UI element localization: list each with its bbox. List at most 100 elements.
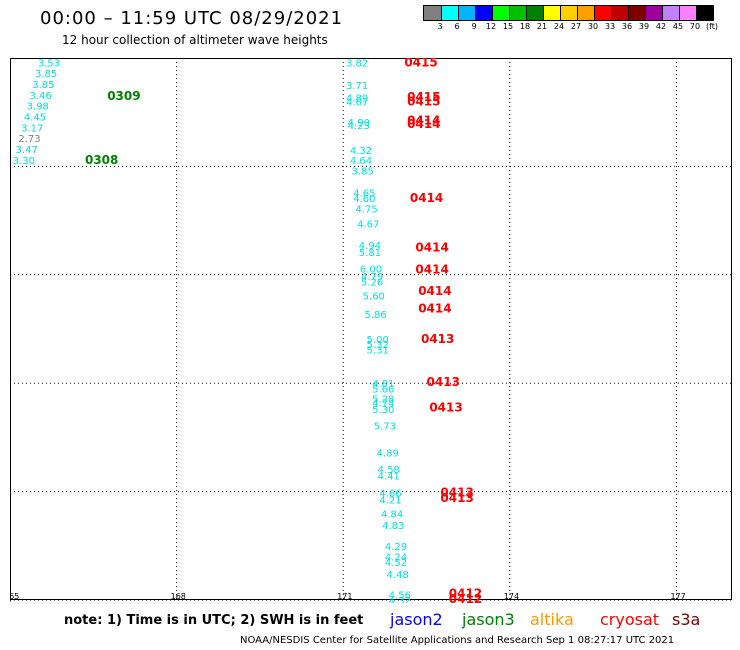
map-frame — [10, 58, 732, 600]
legend-label: 36 — [621, 22, 633, 31]
page-subtitle: 12 hour collection of altimeter wave hei… — [62, 33, 328, 47]
wave-height-value: 4.32 — [389, 596, 411, 603]
legend-label: 9 — [471, 22, 477, 31]
wave-height-value: 4.65 — [353, 188, 375, 199]
x-tick-label: 174 — [504, 592, 519, 601]
wave-height-value: 5.60 — [363, 291, 385, 302]
wave-height-value: 5.86 — [364, 310, 386, 321]
wave-height-value: 5.81 — [359, 248, 381, 259]
wave-height-value: 6.00 — [360, 264, 382, 275]
pass-time-label: 0415 — [407, 94, 440, 108]
legend-satellite-s3a: s3a — [672, 610, 701, 629]
wave-height-value: 4.74 — [372, 399, 394, 410]
legend-swatch — [475, 6, 492, 20]
pass-time-label: 0412 — [449, 586, 482, 600]
legend-satellite-altika: altika — [530, 610, 574, 629]
wave-height-value: 4.24 — [385, 553, 407, 564]
wave-height-value: 4.58 — [378, 465, 400, 476]
legend-label: 3 — [437, 22, 443, 31]
legend-swatch — [543, 6, 560, 20]
wave-height-value: 3.53 — [38, 58, 60, 69]
wave-height-value: 3.82 — [346, 58, 368, 69]
wave-height-value: 5.30 — [372, 405, 394, 416]
legend-swatch — [526, 6, 543, 20]
wave-height-value: 5.26 — [361, 277, 383, 288]
legend-label: 12 — [485, 22, 497, 31]
pass-time-label: 0414 — [407, 117, 440, 131]
y-tick-label: 30 — [10, 58, 11, 63]
pass-time-label: 0413 — [421, 332, 454, 346]
wave-height-value: 3.85 — [352, 167, 374, 178]
wave-height-value: 3.46 — [29, 91, 51, 102]
wave-height-value: 4.89 — [346, 94, 368, 105]
pass-time-label: 0414 — [418, 284, 451, 298]
wave-height-value: 4.67 — [346, 97, 368, 108]
wave-height-value: 4.41 — [378, 471, 400, 482]
legend-swatch — [577, 6, 594, 20]
pass-time-label: 0415 — [404, 58, 437, 69]
legend-satellite-jason3: jason3 — [462, 610, 515, 629]
pass-time-label: 0308 — [85, 153, 118, 167]
wave-height-value: 4.83 — [382, 521, 404, 532]
pass-time-label: 0413 — [440, 486, 473, 500]
wave-height-value: 3.85 — [32, 80, 54, 91]
y-tick-label: 22 — [10, 488, 11, 497]
wave-height-value: 4.32 — [350, 146, 372, 157]
wave-height-value: 4.67 — [357, 219, 379, 230]
wave-height-value: 4.56 — [389, 591, 411, 602]
legend-swatch — [441, 6, 458, 20]
legend-label: 27 — [570, 22, 582, 31]
pass-time-label: 0413 — [429, 401, 462, 415]
legend-swatch — [645, 6, 662, 20]
pass-time-label: 0309 — [107, 89, 140, 103]
wave-height-value: 5.66 — [372, 385, 394, 396]
legend-swatch — [611, 6, 628, 20]
wave-height-value: 5.32 — [367, 340, 389, 351]
legend-label: 18 — [519, 22, 531, 31]
wave-height-value: 3.47 — [16, 145, 38, 156]
wave-height-value: 5.73 — [374, 421, 396, 432]
legend-label: 42 — [655, 22, 667, 31]
pass-time-label: 0413 — [427, 375, 460, 389]
wave-height-value: 4.66 — [379, 489, 401, 500]
pass-time-label: 0414 — [415, 262, 448, 276]
legend-label: 33 — [604, 22, 616, 31]
legend-swatch — [509, 6, 526, 20]
wave-height-value: 4.94 — [359, 241, 381, 252]
legend-label: 39 — [638, 22, 650, 31]
wave-height-value: 5.31 — [367, 346, 389, 357]
x-tick-label: 177 — [670, 592, 685, 601]
wave-height-value: 5.00 — [367, 335, 389, 346]
wave-height-value: 3.98 — [27, 102, 49, 113]
wave-height-value: 4.79 — [361, 272, 383, 283]
wave-height-value: 3.71 — [346, 81, 368, 92]
wave-height-value: 4.60 — [353, 194, 375, 205]
wave-height-value: 5.28 — [372, 394, 394, 405]
wave-height-value: 4.81 — [372, 379, 394, 390]
wave-height-value: 4.23 — [348, 121, 370, 132]
legend-swatch — [458, 6, 475, 20]
wave-height-value: 4.64 — [350, 156, 372, 167]
footer-note: note: 1) Time is in UTC; 2) SWH is in fe… — [64, 613, 364, 628]
wave-height-value: 4.48 — [387, 570, 409, 581]
page-title: 00:00 – 11:59 UTC 08/29/2021 — [40, 8, 344, 29]
pass-time-label: 0415 — [407, 90, 440, 104]
pass-time-label: 0414 — [410, 191, 443, 205]
wave-height-value: 4.21 — [379, 496, 401, 507]
wave-height-value: 3.17 — [21, 123, 43, 134]
x-tick-label: 165 — [10, 592, 19, 601]
wave-height-value: 4.84 — [381, 509, 403, 520]
pass-time-label: 0414 — [407, 113, 440, 127]
x-tick-label: 168 — [171, 592, 186, 601]
legend-swatch — [662, 6, 679, 20]
wave-height-value: 4.29 — [385, 542, 407, 553]
legend-swatch — [628, 6, 645, 20]
footer-credit: NOAA/NESDIS Center for Satellite Applica… — [240, 635, 675, 646]
wave-height-value: 2.73 — [18, 134, 40, 145]
y-tick-label: 24 — [10, 379, 11, 388]
legend-swatch — [594, 6, 611, 20]
legend-label: 21 — [536, 22, 548, 31]
legend-label: 15 — [502, 22, 514, 31]
wave-height-value: 4.52 — [385, 558, 407, 569]
